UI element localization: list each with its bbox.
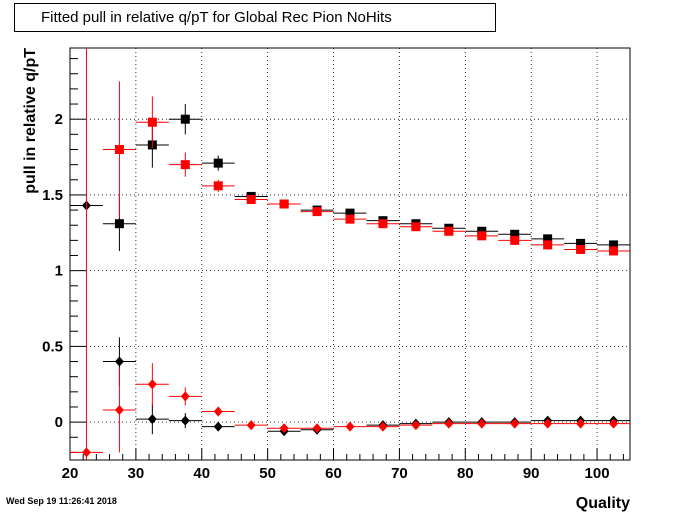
data-point-square <box>576 238 586 248</box>
data-point-square <box>180 114 190 124</box>
data-point-diamond <box>147 379 157 390</box>
x-tick-label: 40 <box>193 465 210 482</box>
data-point-square <box>609 246 619 256</box>
data-point-diamond <box>81 447 91 458</box>
data-point-square <box>279 199 289 209</box>
data-point-diamond <box>180 415 190 426</box>
data-point-square <box>543 240 553 250</box>
x-tick-label: 50 <box>259 465 276 482</box>
data-point-square <box>114 144 124 154</box>
data-point-diamond <box>576 418 586 429</box>
x-tick-label: 90 <box>523 465 540 482</box>
data-point-diamond <box>312 423 322 434</box>
y-tick-label: 2 <box>55 111 63 128</box>
data-point-diamond <box>444 418 454 429</box>
data-point-diamond <box>114 356 124 367</box>
x-axis-label: Quality <box>576 495 630 512</box>
data-point-square <box>477 231 487 241</box>
y-tick-label: 1.5 <box>42 187 63 204</box>
axis-ticks: 20 30 40 50 60 70 80 90 100 0 0.5 1 1.5 2 <box>42 58 624 482</box>
data-point-square <box>444 226 454 236</box>
data-point-diamond <box>477 418 487 429</box>
x-tick-label: 60 <box>325 465 342 482</box>
chart-title: Fitted pull in relative q/pT for Global … <box>14 3 496 32</box>
data-point-square <box>477 226 487 236</box>
x-tick-label: 20 <box>62 465 79 482</box>
timestamp: Wed Sep 19 11:26:41 2018 <box>6 496 117 506</box>
data-point-square <box>609 240 619 250</box>
data-point-diamond <box>609 418 619 429</box>
data-marks <box>70 48 630 460</box>
data-point-diamond <box>180 391 190 402</box>
data-point-square <box>114 219 124 229</box>
data-point-square <box>312 207 322 217</box>
data-point-diamond <box>246 420 256 431</box>
data-point-square <box>345 214 355 224</box>
y-tick-label: 0 <box>55 414 63 431</box>
data-point-square <box>246 194 256 204</box>
data-point-diamond <box>114 405 124 416</box>
data-point-diamond <box>279 423 289 434</box>
data-point-square <box>147 117 157 127</box>
data-point-square <box>411 222 421 232</box>
data-point-square <box>510 235 520 245</box>
data-point-diamond <box>378 421 388 432</box>
x-tick-label: 100 <box>585 465 610 482</box>
x-tick-label: 80 <box>457 465 474 482</box>
data-point-square <box>510 229 520 239</box>
data-point-diamond <box>345 421 355 432</box>
y-tick-label: 1 <box>55 263 63 280</box>
x-tick-label: 30 <box>128 465 145 482</box>
data-point-square <box>543 234 553 244</box>
data-point-diamond <box>411 420 421 431</box>
data-point-diamond <box>147 414 157 425</box>
y-tick-label: 0.5 <box>42 338 63 355</box>
y-axis-label: pull in relative q/pT <box>22 48 39 194</box>
data-point-square <box>378 219 388 229</box>
data-point-diamond <box>213 406 223 417</box>
data-point-square <box>213 181 223 191</box>
data-point-diamond <box>543 418 553 429</box>
x-tick-label: 70 <box>391 465 408 482</box>
data-point-square <box>180 160 190 170</box>
data-point-diamond <box>213 421 223 432</box>
data-point-diamond <box>510 418 520 429</box>
data-point-square <box>576 244 586 254</box>
plot-frame <box>69 47 631 461</box>
data-point-square <box>345 208 355 218</box>
grid-lines <box>70 48 630 460</box>
data-point-square <box>213 158 223 168</box>
